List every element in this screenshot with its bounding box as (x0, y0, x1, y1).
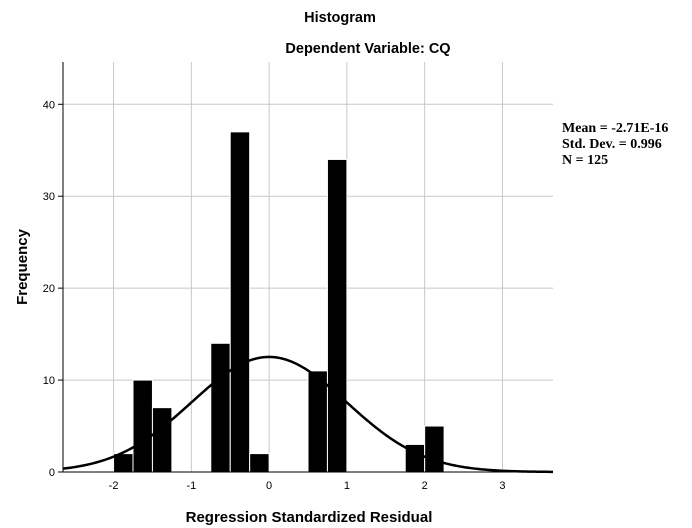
x-tick-label: -2 (109, 480, 119, 492)
normal-curve (62, 355, 554, 474)
stats-std-dev: Std. Dev. = 0.996 (562, 137, 662, 152)
y-axis-label: Frequency (14, 228, 31, 305)
x-tick-label: 0 (266, 480, 272, 492)
x-tick-label: -1 (186, 480, 196, 492)
chart-subtitle: Dependent Variable: CQ (285, 41, 450, 57)
y-tick-label: 20 (43, 283, 55, 295)
x-tick-label: 2 (422, 480, 428, 492)
y-tick-label: 40 (43, 99, 55, 111)
histogram-bar (326, 158, 348, 473)
x-tick-labels: -2 -1 0 1 2 3 (109, 480, 506, 492)
axes (58, 62, 553, 473)
histogram-bar (307, 370, 328, 473)
histogram-bar (424, 425, 445, 473)
x-tick-label: 1 (344, 480, 350, 492)
histogram-bar (132, 379, 153, 473)
x-tick-label: 3 (499, 480, 505, 492)
histogram-bars (113, 131, 445, 473)
histogram-bar (249, 453, 270, 473)
y-tick-labels: 0 10 20 30 40 (43, 99, 55, 479)
histogram-bar (151, 407, 173, 473)
y-tick-label: 30 (43, 191, 55, 203)
x-axis-label: Regression Standardized Residual (186, 509, 433, 526)
stats-n: N = 125 (562, 153, 608, 168)
chart-title: Histogram (304, 10, 376, 26)
histogram-bar (210, 342, 231, 473)
stats-box: Mean = -2.71E-16 Std. Dev. = 0.996 N = 1… (562, 121, 668, 168)
stats-mean: Mean = -2.71E-16 (562, 121, 668, 136)
y-tick-label: 10 (43, 375, 55, 387)
y-tick-label: 0 (49, 467, 55, 479)
histogram-bar (229, 131, 251, 473)
